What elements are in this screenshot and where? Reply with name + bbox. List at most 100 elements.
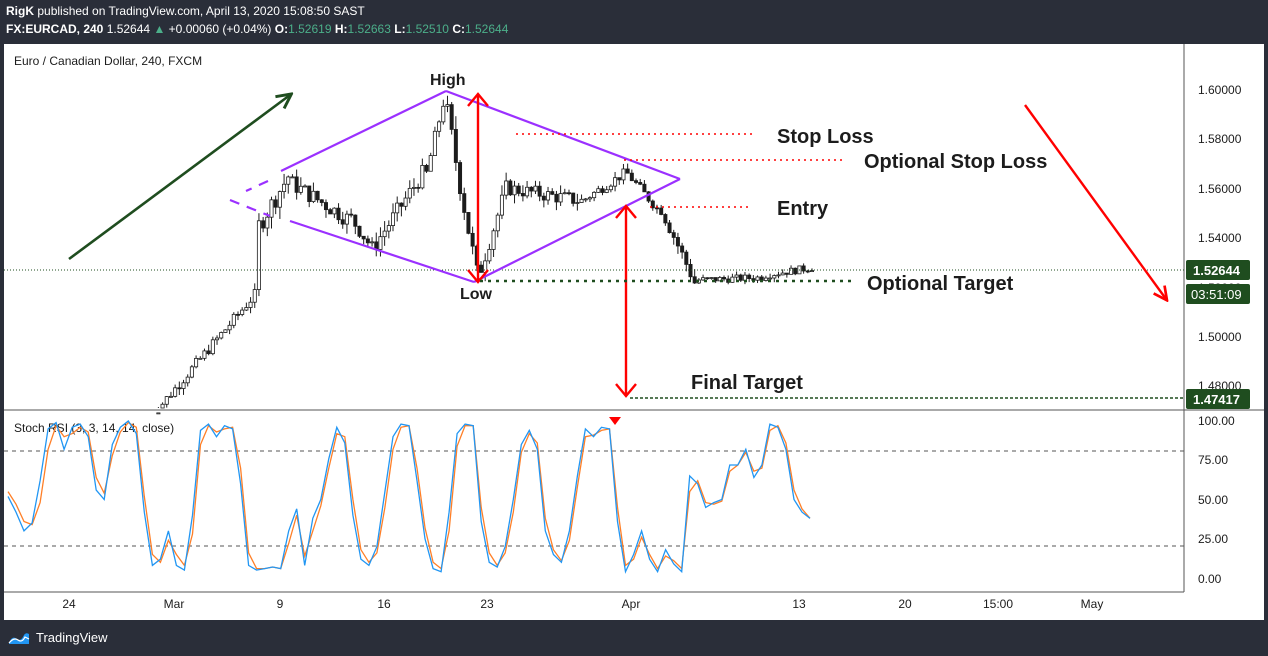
candle-body: [411, 186, 416, 189]
high-label: H:: [334, 22, 348, 36]
candle-body: [256, 220, 261, 290]
candle-body: [336, 207, 341, 221]
candle-body: [453, 129, 458, 163]
candle-body: [303, 185, 308, 188]
tradingview-brand[interactable]: TradingView: [8, 630, 108, 645]
candle-body: [462, 193, 467, 213]
pattern-height-arrow: [467, 92, 489, 284]
candle-body: [328, 209, 333, 215]
candle-body: [235, 313, 240, 316]
candle-body: [265, 216, 270, 229]
candle-body: [160, 403, 165, 409]
open-label: O:: [274, 22, 289, 36]
candle-body: [596, 188, 601, 193]
uptrend-arrow: [68, 95, 290, 261]
diamond-upper-left: [280, 90, 447, 172]
optional-target-label: Optional Target: [867, 273, 1014, 295]
candle-body: [219, 332, 224, 339]
time-tick: Mar: [164, 597, 185, 611]
candle-body: [487, 249, 492, 262]
candle-body: [592, 191, 597, 199]
candle-body: [240, 309, 245, 315]
candle-body: [768, 277, 773, 280]
candle-body: [185, 376, 190, 384]
candle-body: [252, 289, 257, 303]
candle-body: [298, 185, 303, 193]
chart-frame[interactable]: Euro / Canadian Dollar, 240, FXCM Stoch …: [4, 44, 1264, 620]
stoch-k-line: [7, 420, 811, 574]
candlestick-series[interactable]: [156, 95, 815, 415]
candle-body: [705, 277, 710, 280]
candle-body: [315, 190, 320, 201]
candle-body: [273, 199, 278, 208]
candle-body: [654, 207, 659, 210]
candle-body: [194, 358, 199, 368]
candle-body: [370, 241, 375, 244]
candle-body: [478, 264, 483, 273]
projection-arrow: [615, 204, 637, 398]
candle-body: [311, 190, 316, 202]
candle-body: [428, 155, 433, 172]
time-tick: May: [1081, 597, 1104, 611]
candle-body: [571, 192, 576, 204]
candle-body: [307, 185, 312, 202]
candle-body: [575, 202, 580, 204]
candle-body: [340, 219, 345, 225]
candle-body: [600, 188, 605, 193]
low-label: L:: [394, 22, 406, 36]
candle-body: [231, 313, 236, 326]
candle-body: [344, 213, 349, 225]
candle-body: [332, 207, 337, 215]
diamond-lower-left: [289, 219, 475, 284]
countdown-value: 03:51:09: [1191, 287, 1242, 302]
candle-body: [227, 324, 232, 331]
downtrend-arrow: [1024, 104, 1166, 299]
candle-body: [663, 214, 668, 224]
candle-body: [261, 220, 266, 229]
chart-canvas[interactable]: Euro / Canadian Dollar, 240, FXCM Stoch …: [4, 44, 1264, 620]
candle-body: [684, 251, 689, 265]
candle-body: [537, 185, 542, 197]
candle-body: [323, 202, 328, 211]
candle-body: [659, 207, 664, 215]
candle-body: [763, 277, 768, 281]
candle-body: [416, 186, 421, 189]
candle-body: [709, 277, 714, 279]
final-target-label: Final Target: [691, 372, 803, 394]
publisher-name[interactable]: RigK: [6, 4, 34, 18]
up-triangle-icon: ▲: [153, 22, 166, 36]
close-value: 1.52644: [464, 22, 509, 36]
diamond-pattern[interactable]: [229, 89, 681, 284]
candle-body: [621, 168, 626, 181]
candle-body: [772, 275, 777, 279]
candle-body: [399, 202, 404, 207]
time-tick: Apr: [622, 597, 641, 611]
time-tick: 20: [898, 597, 912, 611]
candle-body: [361, 235, 366, 240]
stoch-tick: 0.00: [1198, 572, 1222, 586]
time-tick: 16: [377, 597, 391, 611]
candle-body: [613, 177, 618, 187]
close-label: C:: [452, 22, 465, 36]
stoch-axis[interactable]: 100.00 75.00 50.00 25.00 0.00: [1198, 414, 1235, 586]
candle-body: [282, 183, 287, 192]
candle-body: [294, 176, 299, 193]
price-tick: 1.50000: [1198, 330, 1242, 344]
candle-body: [579, 198, 584, 203]
diamond-extension-upper: [245, 179, 269, 193]
candle-body: [269, 199, 274, 218]
time-axis[interactable]: 24 Mar 9 16 23 Apr 13 20 15:00 May: [62, 597, 1103, 611]
candle-body: [801, 265, 806, 272]
candle-body: [437, 121, 442, 132]
candle-body: [403, 197, 408, 207]
entry-label: Entry: [777, 198, 829, 220]
candle-body: [562, 192, 567, 195]
signal-marker-icon: [609, 417, 621, 425]
candle-body: [349, 213, 354, 216]
tradingview-logo-icon: [8, 632, 30, 644]
time-tick: 23: [480, 597, 494, 611]
candle-body: [650, 200, 655, 209]
candle-body: [608, 185, 613, 191]
candle-body: [365, 238, 370, 244]
candle-body: [667, 222, 672, 234]
